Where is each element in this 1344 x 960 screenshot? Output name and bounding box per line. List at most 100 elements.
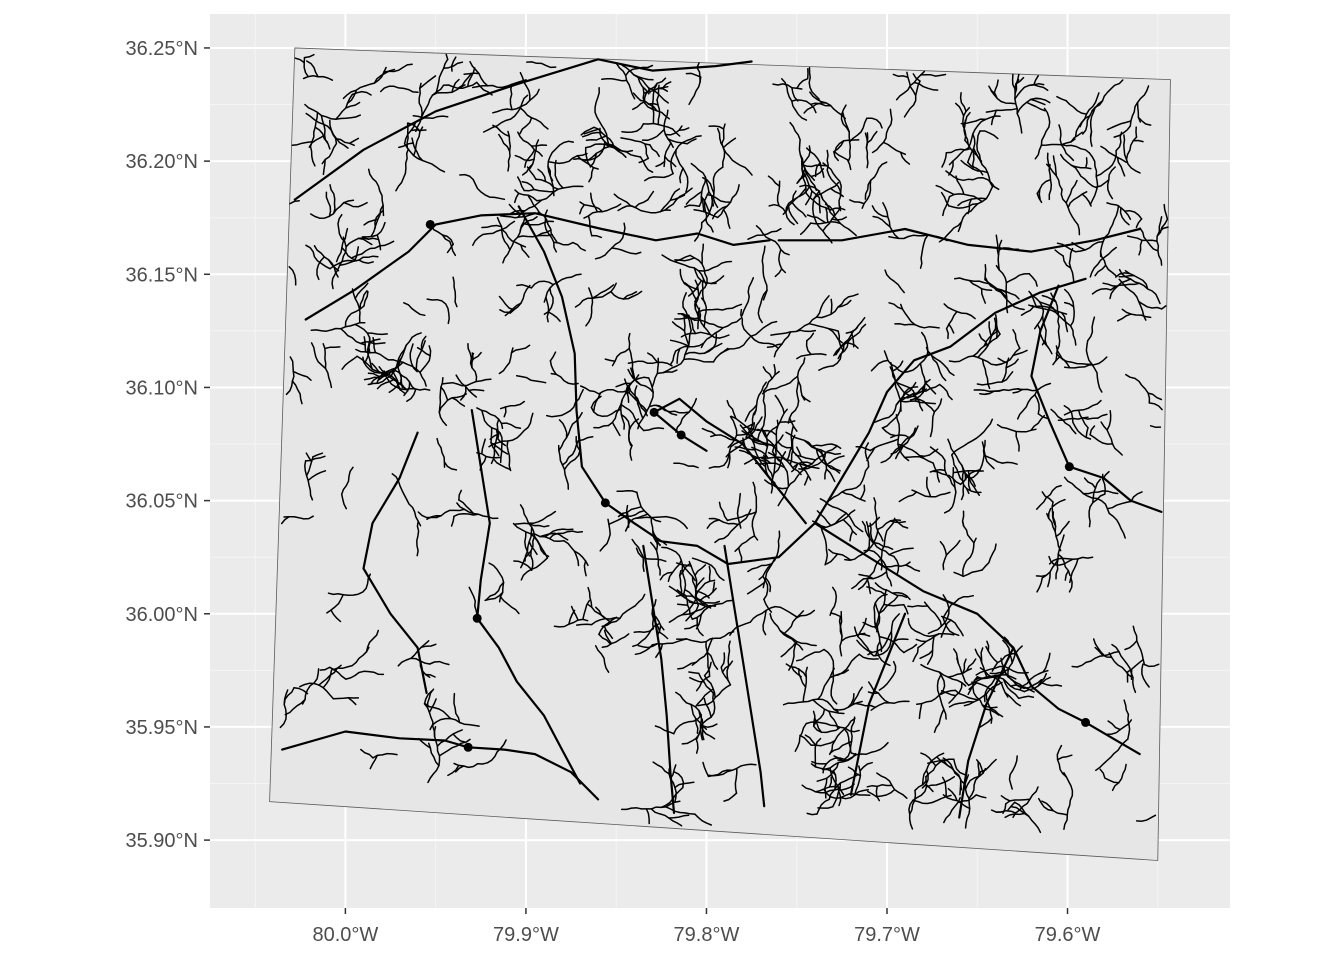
tributary-stream — [779, 420, 796, 424]
tributary-stream — [529, 139, 540, 170]
tributary-stream — [572, 241, 586, 252]
tributary-stream — [829, 187, 844, 198]
tributary-stream — [588, 166, 595, 183]
tributary-stream — [689, 254, 708, 284]
tributary-stream — [484, 591, 504, 602]
tributary-stream — [867, 516, 881, 528]
tributary-stream — [882, 427, 897, 437]
tributary-stream — [419, 345, 432, 374]
tributary-stream — [943, 303, 976, 320]
tributary-stream — [773, 331, 792, 358]
tributary-stream — [812, 710, 816, 727]
tributary-stream — [778, 248, 787, 274]
tributary-stream — [753, 381, 767, 416]
tributary-stream — [1028, 272, 1038, 287]
tributary-stream — [776, 180, 781, 207]
tributary-stream — [592, 392, 602, 413]
tributary-stream — [497, 438, 507, 447]
tributary-stream — [307, 470, 327, 482]
tributary-stream — [663, 109, 674, 149]
tributary-stream — [1089, 425, 1096, 436]
tributary-stream — [791, 190, 797, 202]
tributary-stream — [981, 543, 997, 571]
tributary-stream — [787, 400, 800, 424]
tributary-stream — [915, 638, 927, 643]
tributary-stream — [695, 717, 699, 734]
tributary-stream — [700, 195, 711, 216]
tributary-stream — [345, 237, 370, 248]
tributary-stream — [1111, 643, 1137, 694]
tributary-stream — [397, 657, 431, 667]
tributary-stream — [615, 63, 636, 100]
tributary-stream — [492, 88, 540, 114]
tributary-stream — [892, 73, 909, 79]
tributary-stream — [1054, 249, 1064, 257]
tributary-stream — [872, 613, 901, 657]
tributary-stream — [679, 268, 697, 301]
tributary-stream — [758, 530, 781, 581]
tributary-stream — [953, 571, 965, 578]
tributary-stream — [760, 427, 776, 484]
tributary-stream — [651, 598, 657, 630]
tributary-stream — [678, 127, 690, 131]
tributary-stream — [620, 137, 651, 146]
tributary-stream — [547, 140, 575, 182]
tributary-stream — [651, 638, 688, 646]
tributary-stream — [424, 703, 452, 720]
tributary-stream — [1060, 143, 1075, 162]
tributary-stream — [874, 640, 881, 657]
tributary-stream — [1030, 414, 1046, 432]
tributary-stream — [325, 191, 332, 218]
tributary-stream — [342, 259, 354, 263]
tributary-stream — [840, 632, 866, 642]
tributary-stream — [622, 291, 638, 300]
tributary-stream — [1005, 272, 1030, 284]
tributary-stream — [703, 600, 721, 604]
tributary-stream — [712, 166, 724, 209]
tributary-stream — [353, 246, 360, 262]
tributary-stream — [481, 224, 503, 229]
tributary-stream — [442, 61, 464, 70]
tributary-stream — [549, 360, 558, 376]
tributary-stream — [808, 322, 839, 332]
tributary-stream — [674, 781, 695, 789]
tributary-stream — [537, 168, 547, 183]
tributary-stream — [647, 190, 655, 201]
tributary-stream — [744, 404, 758, 422]
tributary-stream — [858, 653, 879, 660]
tributary-stream — [1041, 491, 1054, 503]
tributary-stream — [708, 125, 725, 130]
tributary-stream — [825, 553, 839, 565]
tributary-stream — [708, 565, 711, 583]
tributary-stream — [945, 310, 958, 330]
tributary-stream — [543, 273, 582, 303]
tributary-stream — [1132, 139, 1144, 143]
tributary-stream — [570, 605, 579, 621]
tributary-stream — [1036, 323, 1049, 348]
tributary-stream — [816, 798, 831, 815]
tributary-stream — [608, 514, 628, 526]
tributary-stream — [594, 141, 606, 159]
tributary-stream — [682, 292, 687, 308]
tributary-stream — [1012, 786, 1039, 819]
tributary-stream — [593, 424, 610, 429]
tributary-stream — [354, 323, 371, 348]
tributary-stream — [1012, 388, 1024, 394]
tributary-stream — [811, 760, 828, 765]
tributary-stream — [1086, 316, 1096, 342]
tributary-stream — [678, 569, 683, 597]
tributary-stream — [603, 629, 613, 645]
tributary-stream — [895, 413, 910, 462]
tributary-stream — [775, 419, 779, 451]
tributary-stream — [908, 776, 928, 830]
tributary-stream — [782, 698, 839, 713]
tributary-stream — [291, 380, 303, 405]
tributary-stream — [335, 93, 354, 120]
tributary-stream — [383, 371, 409, 392]
tributary-stream — [906, 71, 917, 97]
tributary-stream — [783, 610, 805, 635]
tributary-stream — [840, 293, 859, 305]
tributary-stream — [363, 376, 381, 381]
sample-point — [463, 742, 473, 752]
tributary-stream — [763, 370, 780, 392]
